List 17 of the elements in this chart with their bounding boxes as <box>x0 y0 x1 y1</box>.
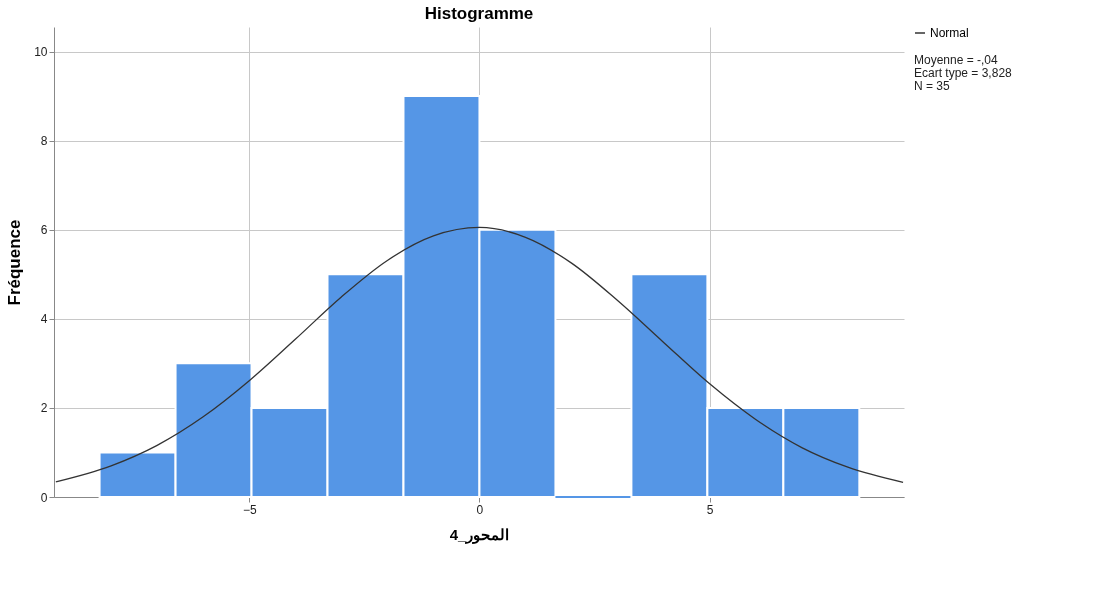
text: N = 35 <box>914 79 951 93</box>
text: Moyenne = -,04 <box>914 53 999 67</box>
x-tick-label: 0 <box>476 502 484 517</box>
y-tick-label: 2 <box>40 401 48 416</box>
line-series <box>55 226 904 483</box>
x-tick-label: 5 <box>706 502 714 517</box>
chart-title: Histogramme <box>424 4 534 23</box>
y-tick-label: 6 <box>40 223 48 238</box>
y-axis-title: Fréquence <box>5 219 25 306</box>
x-axis-title: المحور_4 <box>449 525 510 544</box>
y-tick-label: 4 <box>40 312 48 327</box>
x-tick-label: −5 <box>242 502 257 517</box>
legend-label: Normal <box>930 26 969 40</box>
text: Ecart type = 3,828 <box>914 66 1013 80</box>
y-tick-label: 8 <box>40 134 48 149</box>
y-tick-label: 0 <box>40 490 48 505</box>
y-tick-label: 10 <box>34 45 48 59</box>
